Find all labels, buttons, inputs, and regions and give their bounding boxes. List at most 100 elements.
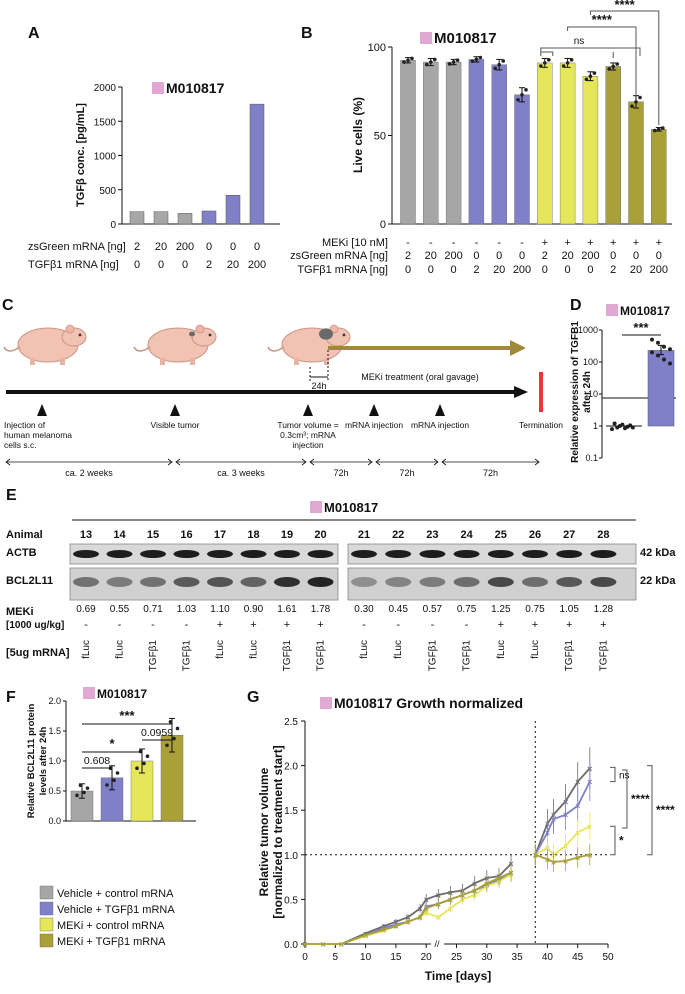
panel-g-series-line	[534, 853, 591, 863]
panel-b-point	[520, 92, 524, 97]
panel-a-tg-value: 2	[206, 259, 212, 271]
panel-b-zs-value: 0	[656, 250, 662, 262]
panel-f-point	[165, 743, 169, 748]
panel-f-legend-swatch	[39, 933, 54, 948]
panel-g-point: ×	[587, 777, 592, 787]
mouse-1-eye	[78, 333, 82, 337]
panel-e-actb-band	[385, 550, 412, 558]
panel-label-c: C	[2, 297, 14, 314]
panel-a-tg-value: 20	[227, 259, 239, 271]
mouse-3-ear	[329, 324, 339, 334]
panel-f: F M010817 0.0 0.5 1.0 1.5 2.0 Relative BCL2L11 …	[6, 687, 196, 948]
panel-a-tg-value: 0	[134, 259, 140, 271]
panel-f-point	[172, 736, 176, 741]
panel-f-point	[168, 719, 173, 724]
panel-b-sig-2: ****	[592, 12, 613, 27]
panel-e-mek-value: +	[317, 619, 323, 631]
panel-b-point	[661, 126, 665, 130]
panel-e-animal-number: 28	[597, 529, 609, 541]
panel-b-zs-value: 0	[519, 250, 525, 262]
panel-a-bar	[153, 211, 169, 225]
panel-f-y-label-2: levels after 24h	[38, 726, 49, 795]
panel-g-point: ×	[545, 843, 550, 853]
panel-g-point: ×	[436, 899, 441, 909]
panel-f-y-tick-label: 1.0	[48, 756, 61, 766]
panel-g-point: ×	[575, 777, 580, 787]
panel-e-actb-band	[207, 550, 233, 558]
panel-e-quant-value: 1.28	[594, 604, 614, 615]
panel-b-point	[539, 64, 543, 68]
event-marker	[303, 404, 313, 416]
panel-e-mek-value: +	[217, 619, 223, 631]
panel-e-animal-number: 14	[113, 529, 126, 541]
panel-e-animal-number: 13	[80, 529, 92, 541]
panel-g-series-line	[305, 863, 512, 945]
panel-b-bar	[445, 61, 462, 225]
panel-e-actb-band	[274, 550, 300, 558]
panel-f-point	[75, 793, 79, 798]
panel-a-zs-value: 20	[155, 241, 167, 253]
panel-e-animal-number: 24	[460, 529, 473, 541]
panel-g-y-label-2: [normalized to treatment start]	[271, 745, 285, 918]
panel-b-zs-value: 0	[610, 250, 616, 262]
panel-e-bcl-band	[307, 577, 334, 587]
panel-b-ns-bracket	[540, 47, 641, 58]
panel-d-point	[650, 337, 654, 342]
panel-g-title: M010817 Growth normalized	[334, 695, 523, 711]
panel-g-point: ×	[508, 868, 513, 878]
panel-e-animal-label: Animal	[6, 529, 43, 541]
panel-e-mrna-value: fLuc	[393, 640, 404, 659]
panel-g-point: ×	[418, 904, 423, 914]
mouse-2-tumor	[189, 331, 195, 337]
panel-g-point: ×	[575, 801, 580, 811]
panel-b-tg-value: 0	[428, 264, 434, 276]
panel-g-series-line	[534, 781, 591, 856]
interval-label: ca. 3 weeks	[217, 468, 265, 478]
panel-g-point: ×	[393, 922, 398, 932]
event-label: cells s.c.	[4, 440, 37, 450]
panel-e-bcl-band	[385, 577, 412, 587]
panel-g-point: ×	[424, 908, 429, 918]
interval-arrow-heads	[309, 458, 373, 466]
panel-d-point	[656, 353, 660, 358]
panel-b-mek-value: -	[452, 237, 456, 249]
panel-b-point	[410, 56, 414, 61]
panel-f-p3: 0.0959	[141, 727, 173, 739]
panel-g-point: ×	[418, 913, 423, 923]
panel-g-y-tick-label: 0.5	[284, 895, 298, 906]
panel-b-mek-value: +	[656, 237, 662, 249]
panel-b-zs-value: 0	[633, 250, 639, 262]
panel-e-actb-band	[307, 550, 334, 558]
panel-e-quant-value: 0.57	[423, 604, 443, 615]
event-label: mRNA injection	[411, 420, 469, 430]
panel-a-bar	[249, 103, 265, 225]
panel-g-point: ×	[496, 873, 501, 883]
panel-g-y-tick-label: 1.0	[284, 851, 298, 862]
panel-b-bar	[468, 59, 485, 225]
panel-g-point: ×	[405, 917, 410, 927]
panel-d-title-marker	[606, 304, 618, 316]
panel-b-tg-value: 200	[513, 264, 531, 276]
panel-f-point	[105, 783, 109, 787]
event-label: Injection of	[4, 420, 46, 430]
panel-b-mek-value: -	[429, 237, 433, 249]
panel-e-mek-label: MEKi	[6, 606, 34, 618]
panel-g-point: ×	[563, 810, 568, 820]
panel-b-tg-value: 0	[451, 264, 457, 276]
panel-e-bcl-band	[73, 577, 99, 587]
panel-e-animal-number: 16	[180, 529, 192, 541]
panel-d-title: M010817	[620, 304, 670, 318]
panel-e-mrna-value: TGFβ1	[598, 640, 609, 672]
panel-b-bar	[651, 129, 667, 225]
panel-b-mek-value: +	[542, 237, 548, 249]
panel-b-point	[561, 64, 566, 68]
mouse-2-ear	[195, 324, 205, 334]
panel-e-quant-value: 0.30	[354, 604, 374, 615]
panel-b-point	[638, 95, 642, 100]
panel-e-quant-value: 0.71	[143, 604, 163, 615]
panel-e-quant-value: 1.05	[559, 604, 579, 615]
event-marker	[37, 404, 47, 416]
panel-g-point: ×	[448, 904, 453, 914]
panel-b-zs-value: 0	[473, 250, 479, 262]
event-label: Termination	[519, 420, 563, 430]
